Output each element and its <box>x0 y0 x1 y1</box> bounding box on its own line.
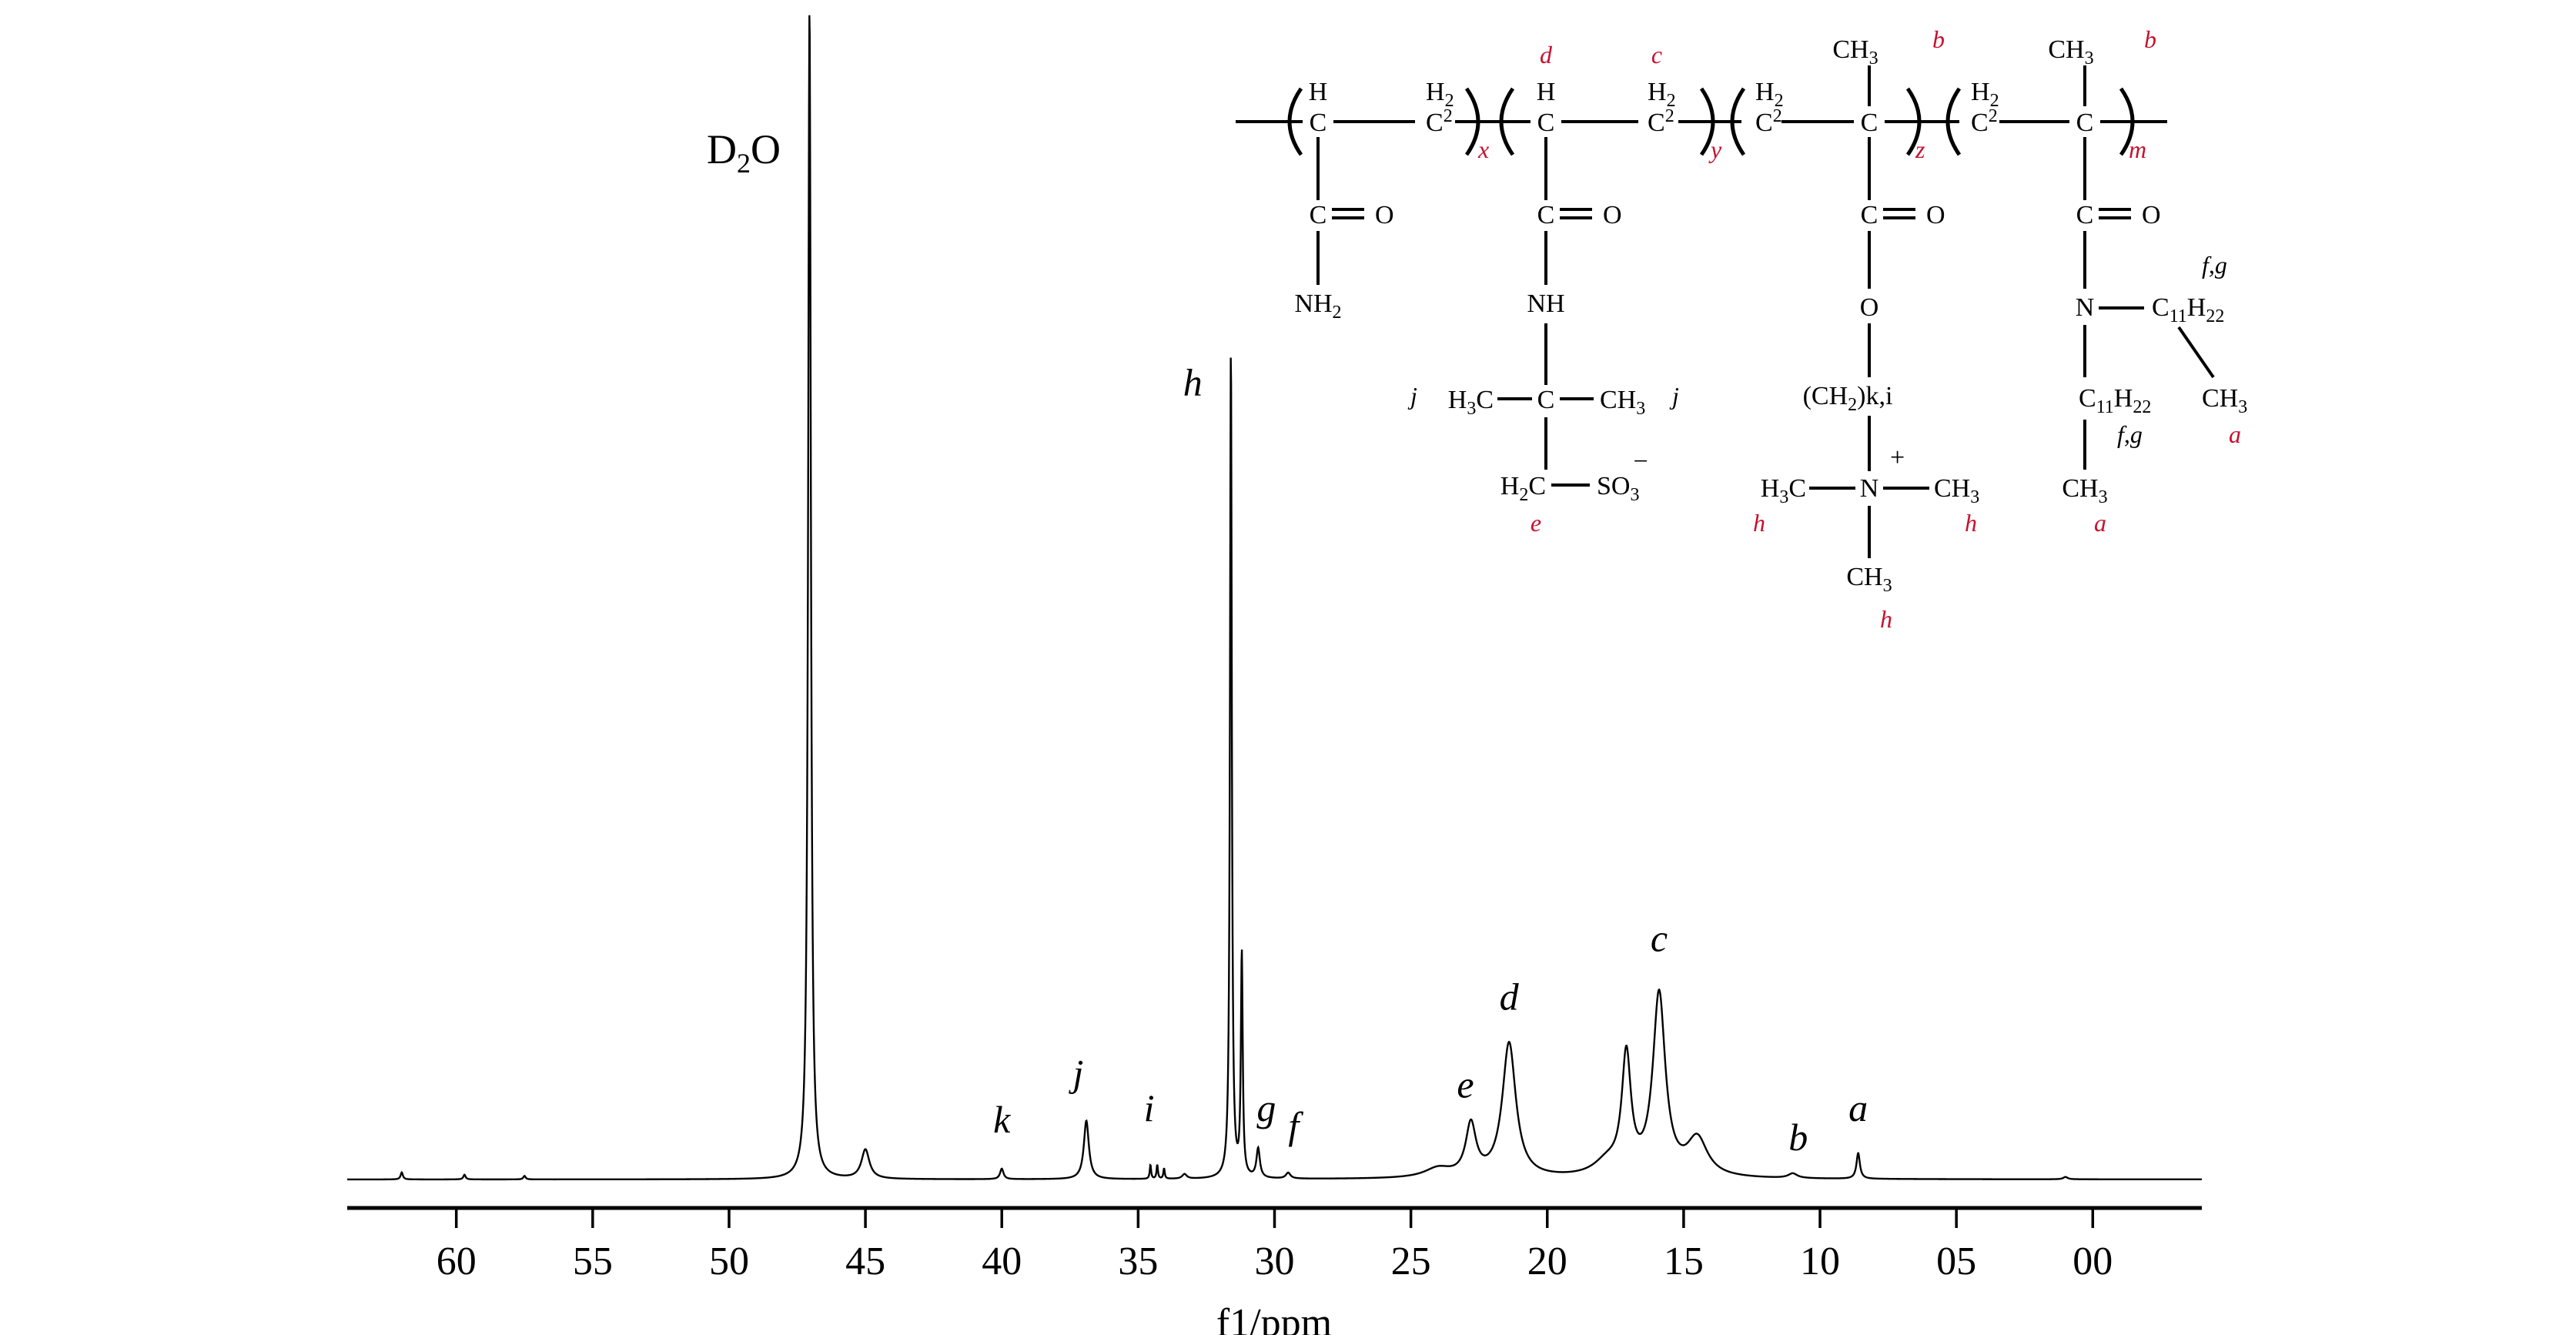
svg-text:H3C: H3C <box>1761 474 1806 507</box>
svg-text:O: O <box>1375 201 1394 229</box>
svg-text:CH3: CH3 <box>2048 35 2093 69</box>
block-x-label: x <box>1477 136 1489 163</box>
peak-label-b: b <box>1788 1116 1808 1159</box>
x-tick-label: 35 <box>1118 1240 1158 1283</box>
x-axis-title: f1/ppm <box>1216 1301 1332 1335</box>
repeat-brackets <box>1287 87 2135 156</box>
block-m-label: m <box>2129 136 2146 163</box>
svg-text:C2: C2 <box>1426 106 1453 137</box>
block-y-label: y <box>1708 136 1722 163</box>
x-tick-label: 00 <box>2073 1240 2113 1283</box>
svg-text:NH2: NH2 <box>1294 289 1341 323</box>
block-z-label: z <box>1915 136 1925 163</box>
svg-text:H2: H2 <box>1426 78 1454 111</box>
svg-text:H: H <box>1537 78 1556 106</box>
svg-text:C: C <box>2076 201 2094 229</box>
svg-text:CH3: CH3 <box>2062 474 2107 507</box>
spectrum-line <box>347 15 2202 1181</box>
svg-text:C: C <box>1310 109 1327 137</box>
peak-label-j: j <box>1068 1051 1083 1094</box>
svg-text:CH3: CH3 <box>1846 563 1892 596</box>
x-tick-label: 60 <box>437 1240 477 1283</box>
x-tick-label: 40 <box>982 1240 1022 1283</box>
svg-text:b: b <box>2144 25 2156 53</box>
svg-text:H2: H2 <box>1648 78 1676 111</box>
svg-text:a: a <box>2229 420 2241 448</box>
svg-text:f,g: f,g <box>2202 251 2227 279</box>
peak-label-k: k <box>993 1098 1011 1141</box>
svg-text:CH3: CH3 <box>2202 384 2247 417</box>
svg-text:N: N <box>2076 293 2095 322</box>
svg-text:d: d <box>1540 41 1553 69</box>
svg-text:+: + <box>1890 443 1905 472</box>
svg-text:CH3: CH3 <box>1832 35 1878 69</box>
svg-text:O: O <box>1860 293 1879 322</box>
svg-text:H3C: H3C <box>1448 386 1494 419</box>
svg-text:e: e <box>1531 509 1541 537</box>
svg-text:(CH2)k,i: (CH2)k,i <box>1803 382 1893 415</box>
svg-text:j: j <box>1669 382 1679 410</box>
svg-text:CH3: CH3 <box>1600 386 1645 419</box>
svg-text:h: h <box>1880 605 1892 633</box>
svg-text:H2: H2 <box>1971 78 1999 111</box>
peak-label-c: c <box>1651 917 1668 960</box>
svg-text:a: a <box>2094 509 2106 537</box>
svg-text:H2C: H2C <box>1500 472 1546 505</box>
peak-label-g: g <box>1256 1086 1276 1129</box>
svg-text:b: b <box>1932 25 1945 53</box>
svg-text:N: N <box>1860 474 1879 503</box>
svg-text:CH3: CH3 <box>1934 474 1979 507</box>
x-tick-label: 10 <box>1800 1240 1840 1283</box>
svg-text:NH: NH <box>1527 289 1564 318</box>
svg-text:C2: C2 <box>1755 106 1782 137</box>
x-axis-tick-labels: 60 55 50 45 40 35 30 25 20 15 10 05 00 <box>437 1240 2113 1283</box>
svg-text:C: C <box>1861 201 1878 229</box>
x-tick-label: 05 <box>1936 1240 1976 1283</box>
peak-label-e: e <box>1457 1063 1474 1106</box>
svg-text:C: C <box>1537 109 1555 137</box>
svg-text:f,g: f,g <box>2117 420 2143 448</box>
svg-text:c: c <box>1651 41 1662 69</box>
x-axis-ticks <box>454 1208 2095 1228</box>
svg-text:C: C <box>1310 201 1327 229</box>
svg-text:H: H <box>1309 78 1328 106</box>
peak-label-a: a <box>1848 1086 1868 1129</box>
svg-text:h: h <box>1965 509 1977 537</box>
svg-text:SO3−: SO3− <box>1597 447 1648 505</box>
svg-text:C: C <box>1861 109 1878 137</box>
svg-text:C2: C2 <box>1971 106 1998 137</box>
svg-text:C: C <box>2076 109 2094 137</box>
x-tick-label: 20 <box>1527 1240 1567 1283</box>
svg-text:j: j <box>1407 382 1417 410</box>
svg-text:C11H22: C11H22 <box>2079 384 2151 417</box>
solvent-label: D2O <box>707 126 781 179</box>
svg-text:O: O <box>2142 201 2161 229</box>
x-tick-label: 15 <box>1664 1240 1704 1283</box>
polymer-structure: x y z m H C H2 C2 C O NH2 H C d H2 C2 c … <box>1236 25 2247 633</box>
svg-text:C: C <box>1537 386 1555 414</box>
x-tick-label: 30 <box>1255 1240 1295 1283</box>
svg-text:C2: C2 <box>1648 106 1674 137</box>
svg-text:C: C <box>1537 201 1555 229</box>
x-tick-label: 25 <box>1391 1240 1431 1283</box>
peak-label-h: h <box>1183 361 1203 404</box>
peak-labels: k j i h g f e d c ba <box>993 361 1868 1159</box>
svg-text:C11H22: C11H22 <box>2152 293 2224 326</box>
x-tick-label: 55 <box>573 1240 613 1283</box>
x-tick-label: 45 <box>845 1240 885 1283</box>
x-tick-label: 50 <box>709 1240 749 1283</box>
svg-text:H2: H2 <box>1755 78 1784 111</box>
svg-text:O: O <box>1603 201 1622 229</box>
svg-text:O: O <box>1926 201 1945 229</box>
svg-text:h: h <box>1753 509 1765 537</box>
peak-label-i: i <box>1144 1086 1155 1129</box>
peak-label-f: f <box>1288 1104 1303 1147</box>
peak-label-d: d <box>1500 975 1520 1019</box>
